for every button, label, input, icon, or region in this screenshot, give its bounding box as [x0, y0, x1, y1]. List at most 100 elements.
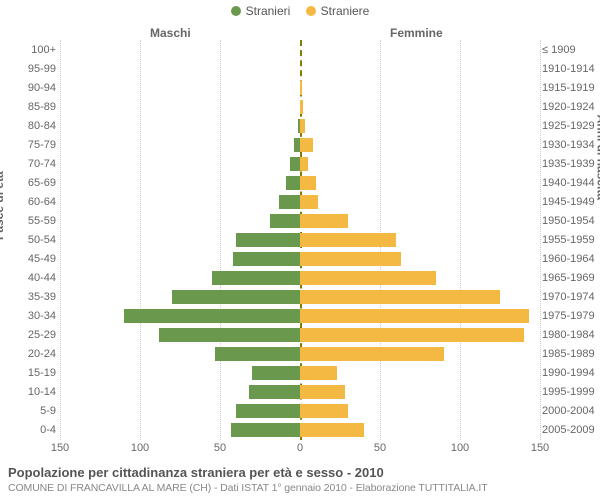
table-row [60, 366, 540, 380]
table-row [60, 233, 540, 247]
y-label-birth: 1930-1934 [542, 139, 598, 151]
table-row [60, 385, 540, 399]
y-label-age: 30-34 [2, 310, 56, 322]
table-row [60, 100, 540, 114]
bar-male [124, 309, 300, 323]
y-label-birth: 1920-1924 [542, 101, 598, 113]
table-row [60, 423, 540, 437]
x-tick-label: 100 [451, 442, 469, 454]
table-row [60, 347, 540, 361]
table-row [60, 176, 540, 190]
x-tick-label: 50 [214, 442, 226, 454]
table-row [60, 157, 540, 171]
y-label-birth: 1970-1974 [542, 291, 598, 303]
bar-female [300, 366, 337, 380]
bar-male [172, 290, 300, 304]
y-label-age: 95-99 [2, 63, 56, 75]
bar-male [252, 366, 300, 380]
table-row [60, 214, 540, 228]
table-row [60, 62, 540, 76]
bar-female [300, 290, 500, 304]
table-row [60, 328, 540, 342]
y-label-age: 35-39 [2, 291, 56, 303]
y-label-birth: 2000-2004 [542, 405, 598, 417]
y-label-age: 40-44 [2, 272, 56, 284]
y-label-birth: 1955-1959 [542, 234, 598, 246]
y-label-birth: 1960-1964 [542, 253, 598, 265]
y-label-birth: 1985-1989 [542, 348, 598, 360]
legend-item-female: Straniere [306, 4, 370, 18]
bar-female [300, 309, 529, 323]
y-label-age: 0-4 [2, 424, 56, 436]
y-label-age: 5-9 [2, 405, 56, 417]
legend-label-male: Stranieri [246, 4, 291, 18]
y-label-birth: 1950-1954 [542, 215, 598, 227]
y-label-age: 80-84 [2, 120, 56, 132]
y-label-age: 85-89 [2, 101, 56, 113]
y-label-age: 60-64 [2, 196, 56, 208]
x-axis: 15010050050100150 [60, 440, 540, 458]
table-row [60, 119, 540, 133]
bar-male [233, 252, 300, 266]
table-row [60, 252, 540, 266]
y-label-birth: 1995-1999 [542, 386, 598, 398]
y-label-age: 70-74 [2, 158, 56, 170]
x-tick-label: 50 [374, 442, 386, 454]
table-row [60, 81, 540, 95]
y-label-age: 55-59 [2, 215, 56, 227]
table-row [60, 290, 540, 304]
y-label-birth: 1925-1929 [542, 120, 598, 132]
population-pyramid-chart: Stranieri Straniere Maschi Femmine Fasce… [0, 0, 600, 500]
y-label-birth: 1975-1979 [542, 310, 598, 322]
table-row [60, 309, 540, 323]
table-row [60, 43, 540, 57]
y-label-birth: 1965-1969 [542, 272, 598, 284]
table-row [60, 271, 540, 285]
bar-female [300, 195, 318, 209]
column-title-female: Femmine [390, 26, 443, 40]
y-label-birth: 1940-1944 [542, 177, 598, 189]
bar-female [300, 328, 524, 342]
y-label-age: 10-14 [2, 386, 56, 398]
bar-male [236, 404, 300, 418]
y-label-birth: 2005-2009 [542, 424, 598, 436]
x-tick-label: 100 [131, 442, 149, 454]
y-label-birth: 1910-1914 [542, 63, 598, 75]
bar-female [300, 214, 348, 228]
plot-area [60, 40, 540, 440]
bar-male [159, 328, 300, 342]
bar-female [300, 138, 313, 152]
bar-male [231, 423, 300, 437]
bar-male [270, 214, 300, 228]
y-label-age: 45-49 [2, 253, 56, 265]
y-label-age: 25-29 [2, 329, 56, 341]
bar-female [300, 404, 348, 418]
x-tick-label: 150 [531, 442, 549, 454]
legend-label-female: Straniere [321, 4, 370, 18]
bar-female [300, 423, 364, 437]
bar-male [279, 195, 300, 209]
gridline [540, 40, 541, 440]
y-label-age: 100+ [2, 44, 56, 56]
legend-swatch-male [231, 6, 241, 16]
bar-female [300, 233, 396, 247]
table-row [60, 404, 540, 418]
footer-subtitle: COMUNE DI FRANCAVILLA AL MARE (CH) - Dat… [8, 482, 592, 494]
y-label-birth: ≤ 1909 [542, 44, 598, 56]
bar-female [300, 252, 401, 266]
y-label-age: 75-79 [2, 139, 56, 151]
legend: Stranieri Straniere [0, 4, 600, 19]
y-label-birth: 1915-1919 [542, 82, 598, 94]
y-label-age: 15-19 [2, 367, 56, 379]
x-tick-label: 150 [51, 442, 69, 454]
legend-swatch-female [306, 6, 316, 16]
bar-male [212, 271, 300, 285]
column-title-male: Maschi [150, 26, 191, 40]
table-row [60, 138, 540, 152]
y-label-birth: 1935-1939 [542, 158, 598, 170]
bar-female [300, 385, 345, 399]
bar-female [300, 119, 305, 133]
y-label-age: 20-24 [2, 348, 56, 360]
y-label-birth: 1990-1994 [542, 367, 598, 379]
bar-female [300, 271, 436, 285]
